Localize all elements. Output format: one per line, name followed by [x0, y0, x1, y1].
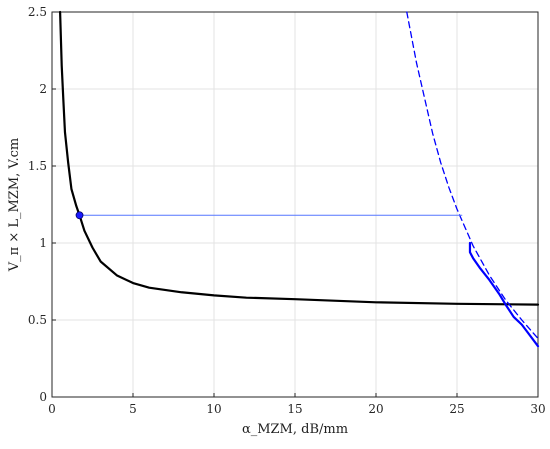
series-line-0 — [59, 10, 540, 306]
y-tick-label-1: 0.5 — [28, 313, 47, 327]
series-layer — [59, 10, 540, 348]
x-tick-label-2: 10 — [206, 402, 221, 416]
x-tick-label-5: 25 — [449, 402, 464, 416]
intersection-marker — [75, 211, 84, 220]
x-tick-label-1: 5 — [129, 402, 137, 416]
series-line-1 — [406, 11, 539, 340]
y-tick-label-2: 1 — [39, 236, 47, 250]
y-tick-label-4: 2 — [39, 82, 47, 96]
series-line-2 — [468, 241, 540, 348]
y-axis-label: V_π × L_MZM, V.cm — [7, 138, 22, 273]
x-tick-labels: 0 5 10 15 20 25 30 — [48, 393, 546, 416]
y-tick-label-0: 0 — [39, 390, 47, 404]
x-tick-label-0: 0 — [48, 402, 56, 416]
x-tick-label-3: 15 — [287, 402, 302, 416]
y-tick-labels: 0 0.5 1 1.5 2 2.5 — [28, 5, 56, 404]
x-axis-label: α_MZM, dB/mm — [242, 422, 348, 437]
y-tick-label-5: 2.5 — [28, 5, 47, 19]
x-tick-label-4: 20 — [368, 402, 383, 416]
x-tick-label-6: 30 — [530, 402, 545, 416]
y-tick-label-3: 1.5 — [28, 159, 47, 173]
